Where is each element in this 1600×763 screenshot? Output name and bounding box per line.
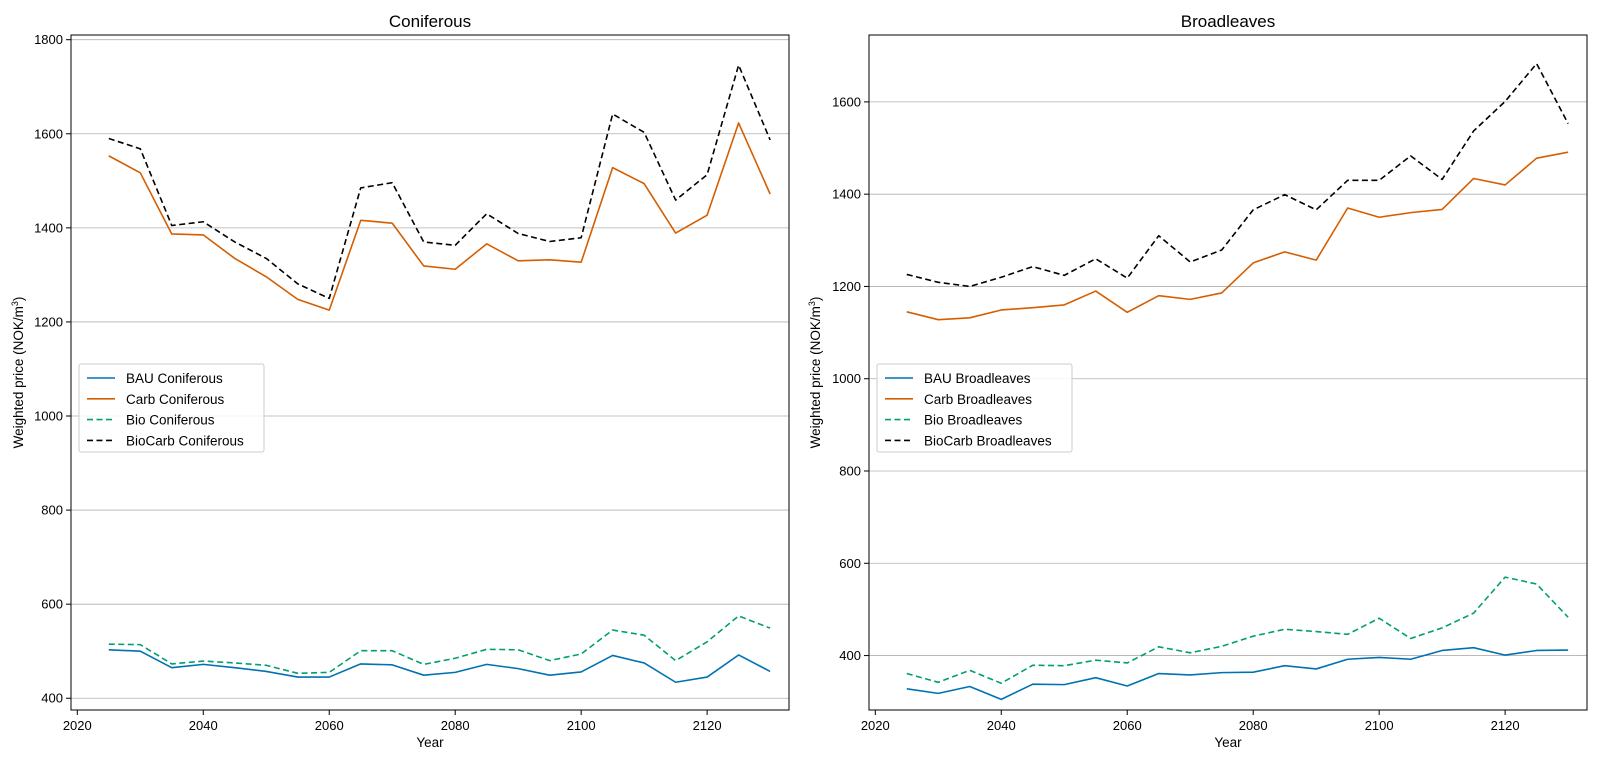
x-tick-label: 2080	[1239, 718, 1268, 733]
y-tick-label: 400	[839, 648, 861, 663]
y-axis-label-close: )	[808, 297, 823, 302]
series-line-2	[108, 615, 771, 675]
x-tick-label: 2080	[441, 718, 470, 733]
x-tick-label: 2120	[1491, 718, 1520, 733]
plot-frame	[868, 34, 1588, 711]
legend-label-2: Bio Coniferous	[126, 413, 215, 428]
legend-label-0: BAU Broadleaves	[924, 371, 1031, 386]
y-axis-label-main: Weighted price (NOK/m	[808, 306, 823, 448]
x-axis-label: Year	[1214, 735, 1242, 750]
x-tick-label: 2040	[189, 718, 218, 733]
x-tick-label: 2020	[861, 718, 890, 733]
y-axis-label-sup: 3	[807, 301, 817, 306]
x-tick-label: 2120	[693, 718, 722, 733]
legend-label-1: Carb Broadleaves	[924, 392, 1032, 407]
y-axis-label: Weighted price (NOK/m3)	[807, 297, 823, 449]
x-tick-label: 2100	[1365, 718, 1394, 733]
legend-label-0: BAU Coniferous	[126, 371, 223, 386]
series-line-0	[108, 648, 771, 684]
y-axis-label-close: )	[11, 297, 26, 302]
y-tick-label: 1200	[832, 279, 861, 294]
y-tick-label: 1800	[34, 32, 63, 47]
series-line-1	[906, 151, 1569, 321]
x-tick-label: 2020	[63, 718, 92, 733]
x-axis-label: Year	[416, 735, 444, 750]
y-tick-label: 1600	[34, 126, 63, 141]
y-tick-label: 1400	[34, 220, 63, 235]
y-tick-label: 1000	[34, 409, 63, 424]
chart-title: Coniferous	[389, 12, 471, 31]
y-axis-label-main: Weighted price (NOK/m	[11, 306, 26, 448]
y-tick-label: 1000	[832, 371, 861, 386]
y-tick-label: 600	[41, 597, 63, 612]
series-line-2	[906, 576, 1569, 685]
legend-label-3: BioCarb Coniferous	[126, 433, 244, 448]
legend: BAU Broadleaves Carb Broadleaves Bio Broad…	[876, 363, 1073, 453]
coniferous-panel: 400 600 800 1000 1200 1400 1600 1800 2020 2040 206…	[10, 12, 790, 750]
x-tick-label: 2040	[987, 718, 1016, 733]
plot-frame	[70, 34, 790, 711]
legend-label-1: Carb Coniferous	[126, 392, 225, 407]
series-line-3	[906, 62, 1569, 288]
y-tick-label: 1200	[34, 314, 63, 329]
x-tick-label: 2060	[315, 718, 344, 733]
y-tick-label: 1400	[832, 187, 861, 202]
y-tick-label: 1600	[832, 94, 861, 109]
legend-box	[876, 363, 1073, 453]
legend: BAU Coniferous Carb Coniferous Bio Conifer…	[78, 363, 265, 453]
series-line-1	[108, 122, 771, 311]
x-tick-label: 2060	[1113, 718, 1142, 733]
y-tick-label: 600	[839, 556, 861, 571]
series-line-3	[108, 64, 771, 300]
legend-label-2: Bio Broadleaves	[924, 413, 1023, 428]
legend-label-3: BioCarb Broadleaves	[924, 433, 1052, 448]
broadleaves-panel: 400 600 800 1000 1200 1400 1600 2020 2040 2060 208…	[807, 12, 1588, 750]
chart-title: Broadleaves	[1181, 12, 1276, 31]
y-tick-label: 400	[41, 691, 63, 706]
legend-box	[78, 363, 265, 453]
y-axis-label: Weighted price (NOK/m3)	[10, 297, 26, 449]
y-axis-label-sup: 3	[10, 301, 20, 306]
x-tick-label: 2100	[567, 718, 596, 733]
y-tick-label: 800	[839, 464, 861, 479]
y-tick-label: 800	[41, 503, 63, 518]
series-line-0	[906, 646, 1569, 701]
